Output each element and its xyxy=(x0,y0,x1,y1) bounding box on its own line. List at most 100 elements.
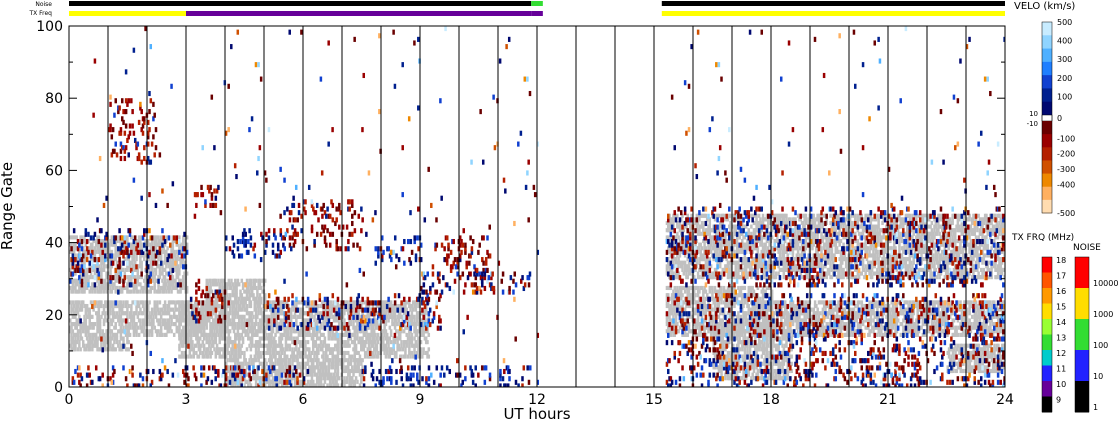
ground-scatter-cell xyxy=(783,275,787,280)
ground-scatter-cell xyxy=(214,303,218,309)
ground-scatter-cell xyxy=(120,347,124,352)
ground-scatter-cell xyxy=(770,275,774,280)
ground-scatter-cell xyxy=(117,343,120,348)
ground-scatter-cell xyxy=(208,336,211,341)
ground-scatter-cell xyxy=(419,332,423,337)
ground-scatter-cell xyxy=(341,358,345,363)
ground-scatter-cell xyxy=(241,336,245,341)
ground-scatter-cell xyxy=(158,318,162,323)
ground-scatter-cell xyxy=(270,329,273,334)
ground-scatter-cell xyxy=(413,325,416,330)
ground-scatter-cell xyxy=(669,242,673,247)
ground-scatter-cell xyxy=(193,300,197,305)
ground-scatter-cell xyxy=(321,365,324,370)
ground-scatter-cell xyxy=(89,260,93,265)
ground-scatter-cell xyxy=(380,336,384,341)
ground-scatter-cell xyxy=(127,325,130,330)
ground-scatter-cell xyxy=(385,350,389,356)
ground-scatter-cell xyxy=(287,325,290,330)
ground-scatter-cell xyxy=(270,307,273,312)
ground-scatter-cell xyxy=(206,282,210,287)
ground-scatter-cell xyxy=(210,322,214,327)
ground-scatter-cell xyxy=(768,213,771,218)
ground-scatter-cell xyxy=(85,271,89,276)
ground-scatter-cell xyxy=(384,336,388,341)
ground-scatter-cell xyxy=(356,358,359,363)
ground-scatter-cell xyxy=(158,253,162,258)
ground-scatter-cell xyxy=(310,336,314,341)
ground-scatter-cell xyxy=(195,350,198,356)
ground-scatter-cell xyxy=(78,343,81,348)
ground-scatter-cell xyxy=(124,322,128,327)
ground-scatter-cell xyxy=(339,361,342,366)
ground-scatter-cell xyxy=(215,307,219,312)
ground-scatter-cell xyxy=(124,238,128,244)
ground-scatter-cell xyxy=(683,235,687,240)
ground-scatter-cell xyxy=(345,365,349,370)
ground-scatter-cell xyxy=(239,354,242,359)
ground-scatter-cell xyxy=(236,325,240,330)
ground-scatter-cell xyxy=(711,246,714,251)
ground-scatter-cell xyxy=(113,257,116,262)
ground-scatter-cell xyxy=(168,282,172,287)
ground-scatter-cell xyxy=(161,285,164,291)
ground-scatter-cell xyxy=(139,307,142,312)
ground-scatter-cell xyxy=(240,300,244,305)
ground-scatter-cell xyxy=(409,350,412,356)
ground-scatter-cell xyxy=(336,336,340,341)
ground-scatter-cell xyxy=(779,257,783,262)
ground-scatter-cell xyxy=(135,322,138,327)
ground-scatter-cell xyxy=(154,314,158,319)
ground-scatter-cell xyxy=(148,314,151,319)
ground-scatter-cell xyxy=(161,246,164,251)
ground-scatter-cell xyxy=(744,264,748,269)
ground-scatter-cell xyxy=(97,322,101,327)
ground-scatter-cell xyxy=(327,368,331,374)
ground-scatter-cell xyxy=(768,238,771,244)
ground-scatter-cell xyxy=(332,376,336,381)
ground-scatter-cell xyxy=(110,329,114,334)
ground-scatter-cell xyxy=(248,314,251,319)
ground-scatter-cell xyxy=(746,257,749,262)
ground-scatter-cell xyxy=(143,322,146,327)
ground-scatter-cell xyxy=(237,347,241,352)
ground-scatter-cell xyxy=(695,224,699,229)
ground-scatter-cell xyxy=(202,343,206,348)
ground-scatter-cell xyxy=(738,249,741,254)
ground-scatter-cell xyxy=(331,336,334,341)
ground-scatter-cell xyxy=(148,300,151,305)
ground-scatter-cell xyxy=(210,303,214,309)
ground-scatter-cell xyxy=(97,336,101,341)
ground-scatter-cell xyxy=(676,271,679,276)
ground-scatter-cell xyxy=(278,368,281,374)
ground-scatter-cell xyxy=(700,271,704,276)
ground-scatter-cell xyxy=(792,267,796,272)
ground-scatter-cell xyxy=(787,224,791,229)
ground-scatter-cell xyxy=(171,275,175,280)
ground-scatter-cell xyxy=(189,311,193,316)
ground-scatter-cell xyxy=(337,376,341,381)
ground-scatter-cell xyxy=(280,350,284,356)
ground-scatter-cell xyxy=(115,303,119,309)
ground-scatter-cell xyxy=(728,267,731,272)
ground-scatter-cell xyxy=(124,249,128,254)
ground-scatter-cell xyxy=(417,311,420,316)
ground-scatter-cell xyxy=(349,379,353,384)
ground-scatter-cell xyxy=(366,314,370,319)
ground-scatter-cell xyxy=(335,343,338,348)
ground-scatter-cell xyxy=(287,336,290,341)
ground-scatter-cell xyxy=(728,275,731,280)
ground-scatter-cell xyxy=(140,253,143,258)
ground-scatter-cell xyxy=(69,343,72,348)
ground-scatter-cell xyxy=(798,228,801,233)
ground-scatter-cell xyxy=(330,300,333,305)
ground-scatter-cell xyxy=(759,242,762,247)
ground-scatter-cell xyxy=(243,358,246,363)
ground-scatter-cell xyxy=(330,376,333,381)
ground-scatter-cell xyxy=(369,332,372,337)
ground-scatter-cell xyxy=(296,300,299,305)
ground-scatter-cell xyxy=(324,372,328,377)
ground-scatter-cell xyxy=(668,224,671,229)
ground-scatter-cell xyxy=(130,260,133,265)
ground-scatter-cell xyxy=(405,325,408,330)
